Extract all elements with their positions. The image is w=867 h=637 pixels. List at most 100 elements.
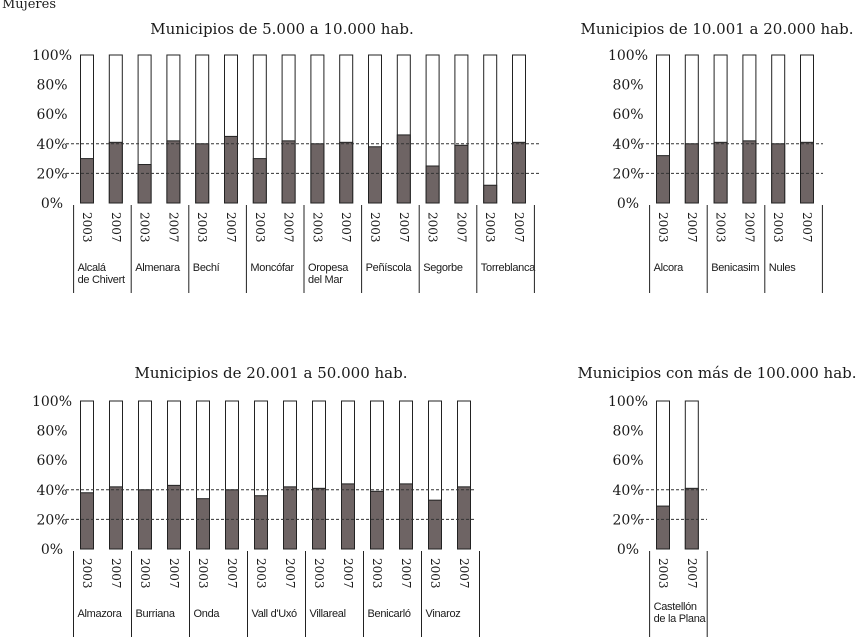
bar (224, 135, 238, 204)
y-tick-label: 80% (36, 424, 67, 440)
year-label: 2003 (80, 212, 94, 243)
y-tick-label: 40% (36, 483, 67, 499)
municipality-label: Benicasim (711, 262, 759, 274)
municipality-label: Almazora (78, 608, 123, 620)
bar (281, 140, 296, 204)
bar (425, 165, 440, 204)
bar (138, 489, 152, 550)
municipality-label: Bechí (193, 262, 220, 274)
year-label: 2007 (166, 212, 180, 243)
chart-panel-4: Municipios con más de 100.000 hab. 0% 20% 4… (577, 364, 857, 637)
bar (254, 495, 268, 550)
y-tick-label: 0% (617, 542, 639, 558)
year-label: 2007 (800, 212, 814, 243)
bar (483, 184, 498, 204)
bar (339, 141, 354, 204)
bar (428, 499, 442, 550)
year-label: 2003 (196, 558, 210, 589)
y-tick-label: 60% (36, 107, 67, 123)
bar (512, 141, 526, 204)
y-tick-label: 40% (36, 137, 67, 153)
bar (109, 486, 123, 550)
bar-outline (483, 54, 498, 204)
municipality-label: Almenara (135, 262, 181, 274)
bar (368, 146, 382, 204)
municipality-label: del Mar (308, 274, 343, 286)
chart-panel-1: Municipios de 5.000 a 10.000 hab. 0% 20% 40… (32, 20, 539, 293)
bar (283, 486, 297, 550)
municipality-label: Vinaroz (426, 608, 461, 620)
municipality-label: Castellón (654, 601, 697, 613)
year-label: 2007 (685, 558, 699, 589)
bar (656, 505, 670, 550)
year-label: 2003 (195, 212, 209, 243)
bar (713, 141, 728, 204)
y-tick-label: 0% (617, 196, 639, 212)
year-label: 2003 (483, 212, 497, 243)
municipality-label: Burriana (136, 608, 176, 620)
y-tick-label: 100% (32, 48, 72, 64)
bar (166, 140, 181, 204)
year-label: 2007 (282, 212, 296, 243)
bar (196, 498, 210, 550)
year-label: 2007 (457, 558, 471, 589)
y-tick-label: 0% (41, 196, 63, 212)
year-label: 2003 (138, 212, 152, 243)
bar (312, 487, 326, 550)
municipality-label: Villareal (310, 608, 346, 620)
year-label: 2007 (685, 212, 699, 243)
bar (80, 158, 94, 204)
year-label: 2003 (138, 558, 152, 589)
municipality-label: Alcalá (78, 262, 107, 274)
y-tick-label: 100% (608, 394, 648, 410)
municipality-label: de la Plana (654, 613, 707, 625)
bar (800, 141, 814, 204)
year-label: 2007 (224, 212, 238, 243)
year-label: 2003 (253, 212, 267, 243)
year-label: 2007 (225, 558, 239, 589)
y-tick-label: 60% (36, 453, 67, 469)
year-label: 2003 (714, 212, 728, 243)
municipality-label: de Chivert (78, 274, 125, 286)
year-label: 2007 (109, 212, 123, 243)
year-label: 2003 (426, 212, 440, 243)
year-label: 2003 (368, 212, 382, 243)
year-label: 2007 (167, 558, 181, 589)
y-tick-label: 40% (612, 483, 643, 499)
y-tick-label: 60% (612, 453, 643, 469)
y-tick-label: 80% (612, 424, 643, 440)
year-label: 2007 (397, 212, 411, 243)
year-label: 2007 (454, 212, 468, 243)
year-label: 2003 (312, 558, 326, 589)
year-label: 2003 (771, 212, 785, 243)
chart-title: Municipios de 10.001 a 20.000 hab. (580, 20, 853, 38)
municipality-label: Nules (769, 262, 796, 274)
y-tick-label: 80% (36, 78, 67, 94)
bar (167, 484, 181, 550)
year-label: 2003 (80, 558, 94, 589)
municipality-label: Onda (194, 608, 221, 620)
bar (656, 155, 670, 204)
year-label: 2007 (339, 212, 353, 243)
y-tick-label: 20% (612, 512, 643, 528)
year-label: 2003 (370, 558, 384, 589)
municipality-label: Oropesa (308, 262, 349, 274)
chart-title: Municipios de 20.001 a 50.000 hab. (134, 364, 407, 382)
bar (454, 144, 469, 204)
y-tick-label: 20% (36, 512, 67, 528)
bar (742, 140, 757, 204)
y-tick-label: 80% (612, 78, 643, 94)
year-label: 2003 (254, 558, 268, 589)
bar (684, 487, 699, 550)
y-tick-label: 20% (612, 166, 643, 182)
municipality-label: Vall d'Uxó (252, 608, 298, 620)
y-tick-label: 100% (608, 48, 648, 64)
year-label: 2007 (512, 212, 526, 243)
municipality-label: Segorbe (423, 262, 463, 274)
year-label: 2003 (656, 212, 670, 243)
municipality-label: Torreblanca (481, 262, 536, 274)
year-label: 2007 (742, 212, 756, 243)
bar (341, 483, 355, 550)
chart-panel-2: Municipios de 10.001 a 20.000 hab. 0% 20% 4… (580, 20, 854, 293)
